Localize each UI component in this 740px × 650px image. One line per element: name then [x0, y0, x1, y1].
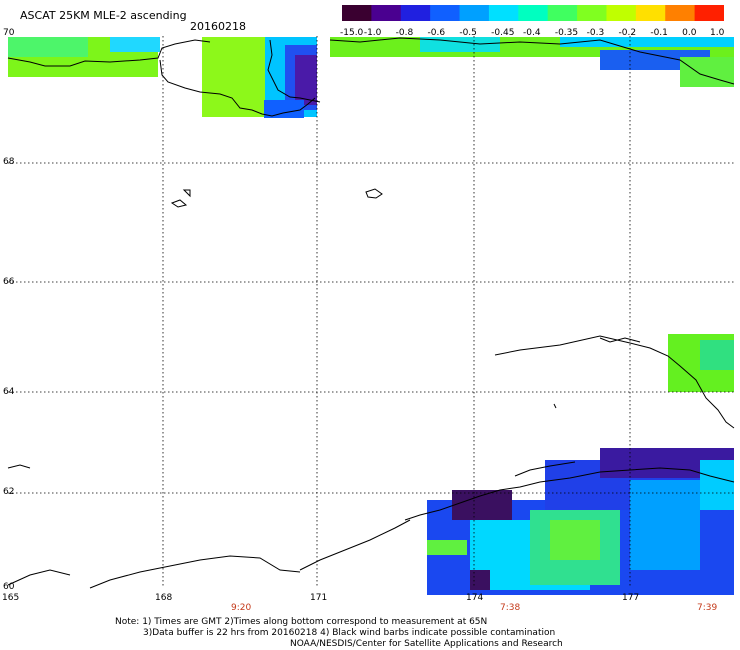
colorbar-tick-label: -1.0 [363, 28, 382, 38]
colorbar-swatch [518, 5, 549, 21]
colorbar-swatch [488, 5, 519, 21]
colorbar-tick-label: -0.4 [523, 28, 541, 38]
colorbar-swatch [694, 5, 724, 21]
lat-label-62: 62 [3, 487, 15, 497]
lat-label-68: 68 [3, 157, 15, 167]
graticule [8, 36, 734, 588]
lon-label-165: 165 [2, 593, 20, 603]
colorbar-tick-label: 1.0 [710, 28, 725, 38]
colorbar-swatch [577, 5, 607, 21]
lon-label-174: 174 [466, 593, 484, 603]
colorbar-swatch [547, 5, 578, 21]
footer-note-2: 3)Data buffer is 22 hrs from 20160218 4)… [143, 628, 556, 638]
colorbar-swatch [342, 5, 372, 21]
colorbar-tick-label: -0.3 [586, 28, 605, 38]
colorbar-tick-label: -0.6 [427, 28, 446, 38]
colorbar-tick-label: -0.1 [650, 28, 668, 38]
coastlines [7, 37, 735, 589]
time-label-2: 7:39 [697, 603, 718, 613]
data-swath-northeast [330, 37, 734, 87]
colorbar-swatch [459, 5, 490, 21]
data-swath-north-central [202, 37, 317, 118]
colorbar-tick-label: 0.0 [682, 28, 697, 38]
colorbar-tick-label: -15.0 [340, 28, 364, 38]
map-date: 20160218 [190, 20, 246, 33]
lat-label-60: 60 [3, 582, 15, 592]
lon-label-171: 171 [310, 593, 328, 603]
footer-note-3: NOAA/NESDIS/Center for Satellite Applica… [290, 639, 563, 649]
time-label-0: 9:20 [231, 603, 252, 613]
map-title: ASCAT 25KM MLE-2 ascending [20, 9, 187, 22]
colorbar-swatch [635, 5, 666, 21]
colorbar-tick-label: -0.8 [395, 28, 414, 38]
colorbar-swatch [665, 5, 696, 21]
colorbar-tick-label: -0.35 [554, 28, 579, 38]
lon-label-177: 177 [622, 593, 640, 603]
footer-note-1: Note: 1) Times are GMT 2)Times along bot… [115, 617, 488, 627]
colorbar-swatch [400, 5, 431, 21]
data-swath-east-mid [668, 334, 734, 392]
colorbar-swatch [606, 5, 637, 21]
data-swath-northwest [8, 37, 160, 77]
lat-label-64: 64 [3, 387, 15, 397]
lat-label-70: 70 [3, 28, 15, 38]
time-label-1: 7:38 [500, 603, 521, 613]
colorbar-swatch [371, 5, 402, 21]
data-swath-south [427, 448, 734, 595]
lon-label-168: 168 [155, 593, 173, 603]
colorbar-swatch [430, 5, 461, 21]
colorbar-tick-label: -0.45 [491, 28, 515, 38]
colorbar-tick-label: -0.2 [618, 28, 637, 38]
colorbar-tick-label: -0.5 [459, 28, 477, 38]
lat-label-66: 66 [3, 277, 15, 287]
colorbar [342, 5, 724, 21]
